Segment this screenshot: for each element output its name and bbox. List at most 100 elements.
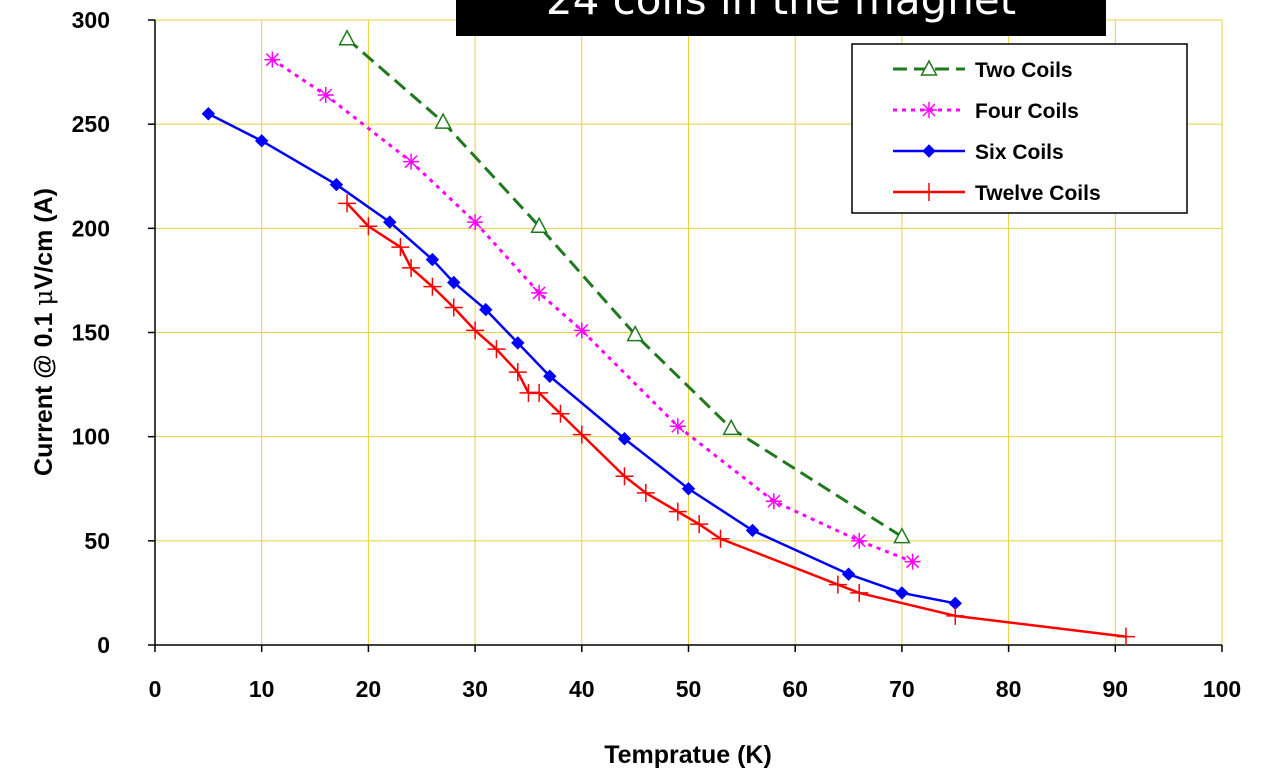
data-point-six-coils [895, 586, 909, 600]
x-tick-label: 10 [249, 676, 275, 702]
data-point-twelve-coils [615, 467, 634, 486]
chart-title-background [456, 0, 1106, 36]
x-tick-label: 100 [1203, 676, 1241, 702]
data-point-four-coils [851, 532, 868, 549]
legend-item-six-coils: Six Coils [893, 141, 1064, 164]
series-four-coils [264, 51, 921, 570]
data-point-twelve-coils [828, 575, 847, 594]
legend-marker-six-coils [922, 144, 936, 158]
y-tick-label: 250 [72, 111, 110, 137]
y-tick-label: 100 [72, 424, 110, 450]
data-point-six-coils [841, 567, 856, 581]
asterisk-stroke [575, 323, 589, 337]
y-tick-label: 200 [72, 215, 110, 241]
data-point-four-coils [467, 214, 484, 231]
data-point-six-coils [745, 523, 760, 538]
data-point-six-coils [617, 432, 632, 446]
data-point-twelve-coils [572, 425, 591, 444]
data-point-twelve-coils [508, 363, 527, 382]
x-tick-label: 30 [462, 676, 488, 702]
data-point-twelve-coils [466, 321, 485, 340]
data-point-four-coils [531, 284, 548, 301]
y-axis-title: Current @ 0.1 μV/cm (A) [29, 188, 58, 476]
y-axis-title-prefix: Current @ 0.1 [30, 306, 58, 476]
data-point-four-coils [573, 322, 590, 339]
asterisk-stroke [468, 215, 482, 229]
y-tick-label: 50 [84, 528, 110, 554]
asterisk-stroke [671, 419, 685, 433]
data-point-six-coils [543, 369, 557, 383]
legend: Two Coils Four Coils Six Coils Twelve Coils [851, 43, 1188, 214]
legend-label-twelve-coils: Twelve Coils [975, 182, 1101, 205]
legend-item-twelve-coils: Twelve Coils [893, 182, 1101, 205]
legend-marker-four-coils [921, 102, 937, 118]
data-point-six-coils [329, 177, 344, 192]
data-point-twelve-coils [711, 529, 730, 548]
data-point-six-coils [511, 336, 525, 350]
data-point-six-coils [383, 215, 397, 229]
series-six-coils [201, 107, 962, 611]
data-point-six-coils [447, 275, 461, 290]
data-point-six-coils [681, 482, 696, 496]
x-tick-label: 70 [889, 676, 915, 702]
data-point-twelve-coils [359, 217, 378, 236]
y-tick-label: 300 [72, 7, 110, 33]
data-point-twelve-coils [690, 515, 709, 534]
data-point-six-coils [425, 252, 440, 267]
data-point-two-coils [434, 112, 452, 129]
data-point-four-coils [403, 153, 420, 170]
data-point-six-coils [201, 107, 216, 121]
x-axis-title: Tempratue (K) [604, 741, 772, 769]
data-point-four-coils [264, 51, 281, 68]
asterisk-stroke [906, 555, 920, 569]
data-point-four-coils [765, 493, 782, 510]
x-tick-label: 0 [149, 676, 162, 702]
y-tick-labels: 0 50 100 150 200 250 300 [72, 7, 110, 658]
asterisk-stroke [532, 286, 546, 300]
asterisk-stroke [265, 53, 279, 67]
legend-box [851, 43, 1188, 214]
x-tick-label: 50 [676, 676, 702, 702]
data-point-twelve-coils [636, 483, 655, 502]
legend-label-four-coils: Four Coils [975, 100, 1079, 123]
y-axis-title-suffix: V/cm (A) [30, 188, 58, 289]
data-point-twelve-coils [423, 277, 442, 296]
series-two-coils [338, 29, 911, 544]
series-layer [201, 29, 1135, 646]
legend-marker-twelve-coils [920, 183, 938, 201]
chart-title: 24 coils in the magnet [546, 0, 1016, 24]
data-point-twelve-coils [391, 238, 410, 257]
data-point-twelve-coils [1116, 627, 1135, 646]
data-point-twelve-coils [668, 502, 687, 521]
data-point-twelve-coils [487, 340, 506, 359]
asterisk-stroke [852, 534, 866, 548]
data-point-two-coils [893, 527, 911, 544]
data-point-two-coils [338, 29, 356, 46]
legend-label-six-coils: Six Coils [975, 141, 1064, 164]
x-tick-labels: 0 10 20 30 40 50 60 70 80 90 100 [149, 676, 1242, 702]
chart-title-box: 24 coils in the magnet [456, 0, 1106, 36]
data-point-twelve-coils [946, 606, 965, 625]
asterisk-stroke [922, 103, 936, 117]
y-tick-label: 0 [97, 632, 110, 658]
data-point-six-coils [254, 134, 269, 148]
x-tick-label: 40 [569, 676, 595, 702]
asterisk-stroke [767, 494, 781, 508]
x-tick-label: 20 [356, 676, 382, 702]
series-line-two-coils [346, 37, 903, 538]
asterisk-stroke [319, 88, 333, 102]
x-tick-label: 90 [1103, 676, 1129, 702]
asterisk-stroke [404, 155, 418, 169]
data-point-two-coils [626, 324, 644, 342]
data-point-twelve-coils [444, 298, 463, 317]
data-point-four-coils [904, 553, 921, 570]
series-twelve-coils [338, 194, 1135, 646]
data-point-six-coils [479, 302, 493, 317]
data-point-twelve-coils [551, 404, 570, 423]
data-point-two-coils [722, 418, 740, 436]
legend-label-two-coils: Two Coils [975, 59, 1073, 82]
data-point-twelve-coils [402, 258, 421, 277]
series-line-twelve-coils [346, 202, 1127, 638]
y-tick-label: 150 [72, 320, 110, 346]
